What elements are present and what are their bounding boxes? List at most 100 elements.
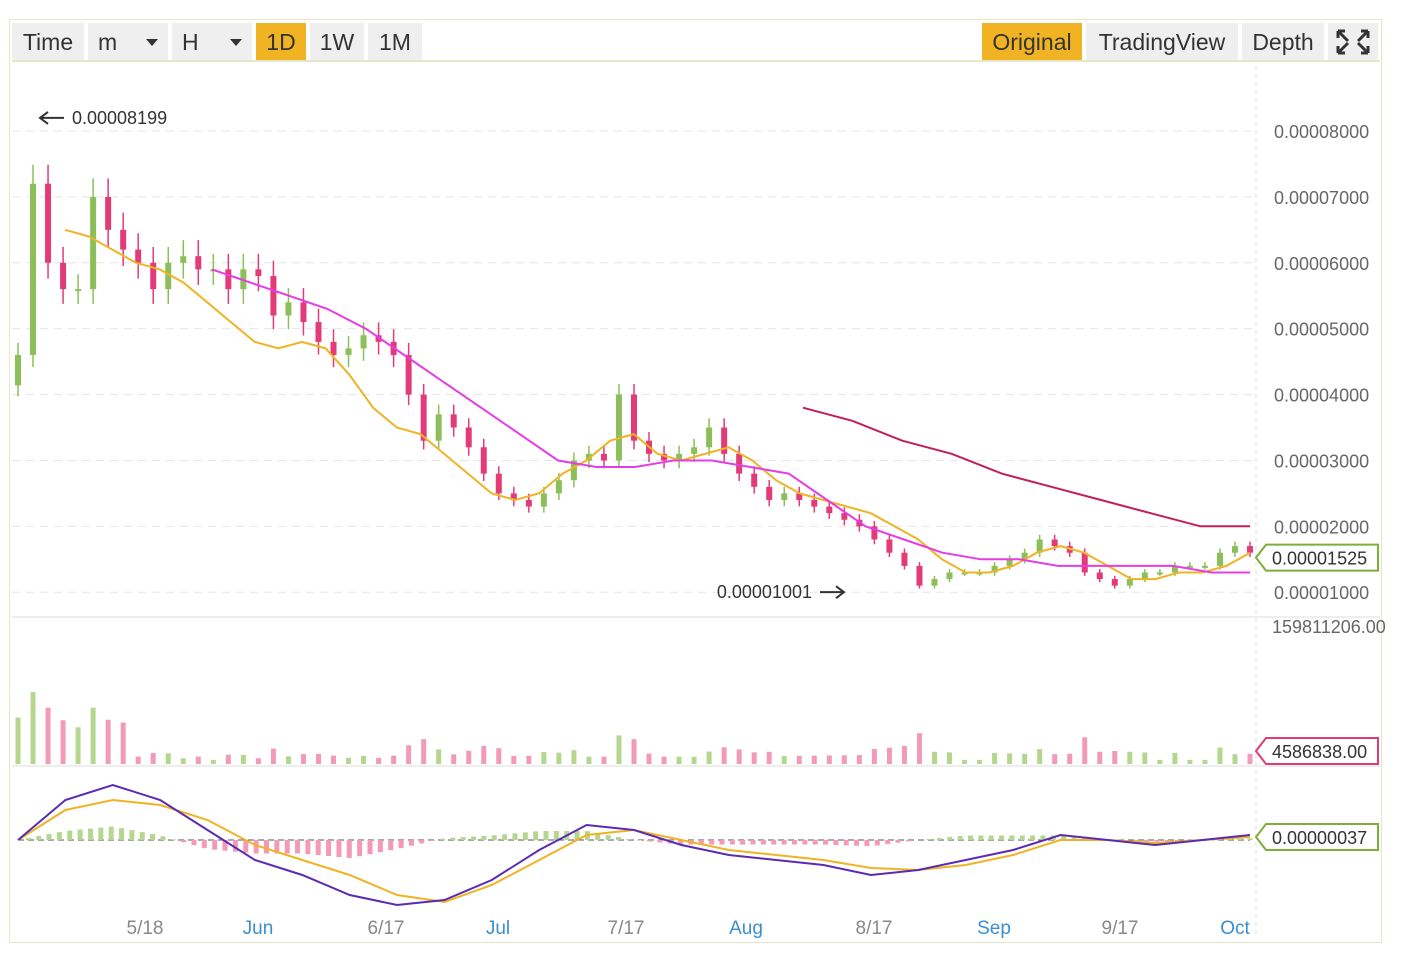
- interval-1m-button[interactable]: 1M: [368, 23, 422, 61]
- volume-bar: [601, 756, 607, 764]
- candle-body: [420, 394, 427, 441]
- low-annotation: 0.00001001: [717, 582, 812, 602]
- view-depth-button[interactable]: Depth: [1242, 23, 1324, 61]
- volume-bar: [240, 754, 246, 764]
- macd-last-tag-box: [1254, 823, 1379, 851]
- volume-bar: [691, 756, 697, 764]
- hour-select[interactable]: H: [172, 23, 252, 61]
- macd-hist-bar: [87, 828, 93, 840]
- ma-short-line: [64, 228, 1251, 581]
- time-label: Time: [12, 23, 84, 61]
- candle-body: [841, 513, 848, 520]
- high-arrow-icon: [38, 111, 64, 125]
- view-original-button[interactable]: Original: [982, 23, 1082, 61]
- candle-body: [480, 447, 487, 474]
- volume-bar: [30, 691, 36, 764]
- volume-bar: [721, 747, 727, 764]
- volume-bar: [90, 707, 96, 764]
- candle-body: [886, 539, 893, 553]
- candle-body: [1111, 579, 1118, 586]
- macd-hist-bar: [253, 840, 259, 854]
- macd-hist-bar: [1040, 835, 1046, 840]
- macd-hist-bar: [833, 840, 839, 845]
- macd-hist-bar: [284, 840, 290, 854]
- macd-hist-bar: [460, 837, 466, 840]
- candle-body: [1021, 552, 1028, 560]
- minute-select-value: m: [98, 29, 118, 55]
- y-tick-label: 0.00004000: [1274, 386, 1369, 406]
- y-tick-label: 0.00002000: [1274, 517, 1369, 537]
- macd-hist-bar: [119, 828, 125, 840]
- macd-hist-bar: [181, 840, 187, 843]
- macd-hist-bar: [274, 840, 280, 854]
- macd-hist-bar: [1237, 838, 1243, 840]
- candle-body: [405, 355, 412, 395]
- view-tradingview-button[interactable]: TradingView: [1086, 23, 1238, 61]
- x-tick-label: Oct: [1220, 918, 1250, 939]
- macd-hist-bar: [201, 840, 207, 849]
- candle-body: [45, 183, 52, 263]
- candle-body: [706, 427, 713, 448]
- macd-hist-bar: [522, 832, 528, 840]
- fullscreen-button[interactable]: [1328, 23, 1378, 61]
- macd-hist-bar: [160, 836, 166, 840]
- volume-bar: [541, 752, 547, 764]
- candle-body: [1247, 546, 1253, 553]
- volume-bar: [646, 753, 652, 764]
- volume-bar: [616, 735, 622, 764]
- candle-body: [826, 506, 833, 514]
- volume-bar: [361, 755, 367, 764]
- macd-hist-bar: [1154, 840, 1160, 842]
- macd-hist-bar: [657, 840, 663, 843]
- candle-body: [901, 552, 908, 566]
- last-price-tag: 0.00001525: [1272, 549, 1367, 569]
- candle-body: [495, 473, 502, 494]
- candle-body: [555, 480, 562, 494]
- candle-body: [570, 460, 577, 481]
- volume-bar: [1172, 752, 1178, 764]
- macd-hist-bar: [56, 832, 62, 840]
- macd-hist-bar: [502, 834, 508, 840]
- volume-bar: [270, 748, 276, 764]
- volume-bar: [1097, 751, 1103, 764]
- macd-hist-bar: [988, 835, 994, 840]
- interval-1d-button[interactable]: 1D: [256, 23, 306, 61]
- macd-hist-bar: [574, 831, 580, 840]
- macd-hist-bar: [647, 840, 653, 842]
- macd-hist-bar: [170, 839, 176, 840]
- macd-hist-bar: [967, 835, 973, 840]
- macd-hist-bar: [471, 836, 477, 840]
- volume-bar: [391, 755, 397, 764]
- volume-bar: [916, 733, 922, 764]
- candle-body: [120, 229, 127, 250]
- interval-1w-button[interactable]: 1W: [310, 23, 364, 61]
- macd-hist-bar: [595, 833, 601, 840]
- volume-bar: [1067, 753, 1073, 764]
- volume-bar: [931, 751, 937, 764]
- macd-hist-bar: [315, 840, 321, 856]
- x-tick-label: 9/17: [1102, 918, 1139, 939]
- x-tick-label: Sep: [977, 918, 1011, 939]
- volume-bar: [1187, 759, 1193, 764]
- volume-bar: [376, 757, 382, 764]
- volume-bar: [1217, 747, 1223, 764]
- volume-bar: [210, 759, 216, 764]
- candle-body: [600, 453, 607, 461]
- macd-hist-bar: [1019, 835, 1025, 840]
- macd-hist-bar: [750, 840, 756, 845]
- volume-bar: [15, 717, 21, 764]
- macd-hist-bar: [823, 840, 829, 845]
- volume-bar: [751, 752, 757, 764]
- volume-bar: [631, 739, 637, 764]
- candle-body: [676, 453, 683, 461]
- volume-bar: [165, 753, 171, 764]
- candle-body: [450, 414, 457, 428]
- minute-select[interactable]: m: [88, 23, 168, 61]
- macd-hist-bar: [1247, 838, 1253, 840]
- volume-bar: [556, 752, 562, 764]
- macd-hist-bar: [46, 834, 52, 840]
- candle-body: [300, 302, 307, 323]
- volume-bar: [1202, 759, 1208, 764]
- volume-bar: [992, 752, 998, 764]
